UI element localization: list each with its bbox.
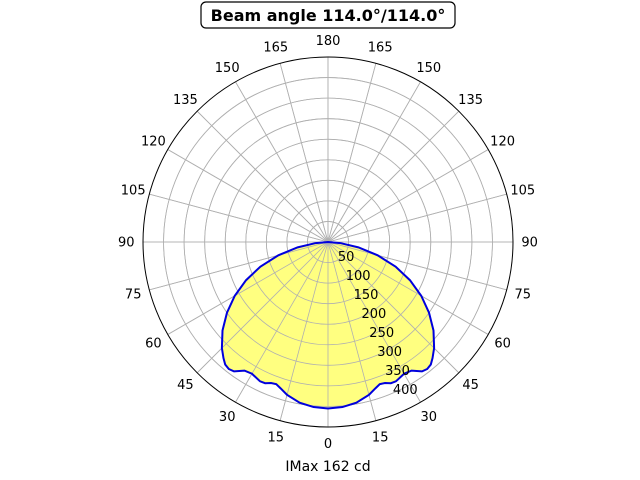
angle-tick-label: 120 — [141, 135, 166, 150]
grid-spoke-overlay-22 — [235, 241, 329, 403]
radial-tick-label: 250 — [369, 326, 394, 341]
grid-spoke-overlay-1 — [327, 241, 377, 421]
angle-tick-label: 105 — [510, 183, 535, 198]
x-axis-label: IMax 162 cd — [285, 459, 370, 475]
grid-spoke-overlay-14 — [235, 81, 329, 243]
angle-tick-label: 60 — [494, 336, 511, 351]
angle-tick-label: 30 — [421, 410, 438, 425]
angle-tick-label: 135 — [458, 93, 483, 108]
angle-tick-label: 90 — [118, 236, 135, 251]
angle-tick-label: 30 — [219, 410, 236, 425]
angle-tick-label: 165 — [263, 41, 288, 56]
angle-tick-label: 15 — [372, 430, 389, 445]
chart-title: Beam angle 114.0°/114.0° — [211, 6, 446, 25]
radial-tick-label: 50 — [338, 250, 355, 265]
angle-tick-label: 135 — [173, 93, 198, 108]
angle-tick-label: 90 — [521, 236, 538, 251]
radial-tick-label: 200 — [362, 307, 387, 322]
angle-tick-label: 150 — [215, 61, 240, 76]
radial-tick-label: 350 — [385, 364, 410, 379]
radial-tick-label: 150 — [354, 288, 379, 303]
grid-spoke-overlay-20 — [167, 241, 329, 335]
grid-spoke-overlay-9 — [327, 110, 460, 243]
angle-tick-label: 45 — [462, 378, 479, 393]
angle-tick-label: 180 — [316, 34, 341, 49]
grid-spoke-overlay-17 — [149, 193, 329, 243]
angle-tick-label: 15 — [268, 430, 285, 445]
radial-tick-labels: 50 100 150 200 250 300 350 400 — [338, 250, 418, 398]
angle-tick-label: 165 — [368, 41, 393, 56]
angle-tick-label: 120 — [490, 135, 515, 150]
data-layer — [143, 57, 513, 427]
angle-tick-label: 75 — [125, 288, 142, 303]
grid-spoke-overlay-4 — [327, 241, 489, 335]
angle-tick-label: 105 — [121, 183, 146, 198]
grid-spoke-overlay-2 — [327, 241, 421, 403]
angle-tick-label: 150 — [416, 61, 441, 76]
grid-spoke-overlay-8 — [327, 149, 489, 243]
grid-spoke-overlay-23 — [279, 241, 329, 421]
angle-tick-label: 0 — [324, 437, 332, 452]
grid-spoke-overlay-7 — [327, 193, 507, 243]
grid-spoke-overlay-21 — [196, 241, 329, 374]
title-box: Beam angle 114.0°/114.0° — [200, 1, 456, 29]
angle-tick-labels: 0 15 30 45 60 75 90 105 120 135 150 165 180 165 150 135… — [118, 34, 538, 452]
grid-spoke-overlay-5 — [327, 241, 507, 291]
grid-spoke-overlay-19 — [149, 241, 329, 291]
grid-spoke-overlay-11 — [327, 63, 377, 243]
grid-spoke-overlay-16 — [167, 149, 329, 243]
grid-spoke-overlay-13 — [279, 63, 329, 243]
angle-tick-label: 45 — [177, 378, 194, 393]
radial-tick-label: 300 — [377, 345, 402, 360]
grid-spoke-overlay-15 — [196, 110, 329, 243]
intensity-curve — [220, 240, 436, 410]
polar-frame — [142, 56, 514, 428]
radial-tick-label: 100 — [346, 269, 371, 284]
angle-tick-label: 75 — [515, 288, 532, 303]
angle-tick-label: 60 — [145, 336, 162, 351]
grid-spoke-overlay-3 — [327, 241, 460, 374]
radial-tick-label: 400 — [393, 383, 418, 398]
grid-spoke-overlay-10 — [327, 81, 421, 243]
